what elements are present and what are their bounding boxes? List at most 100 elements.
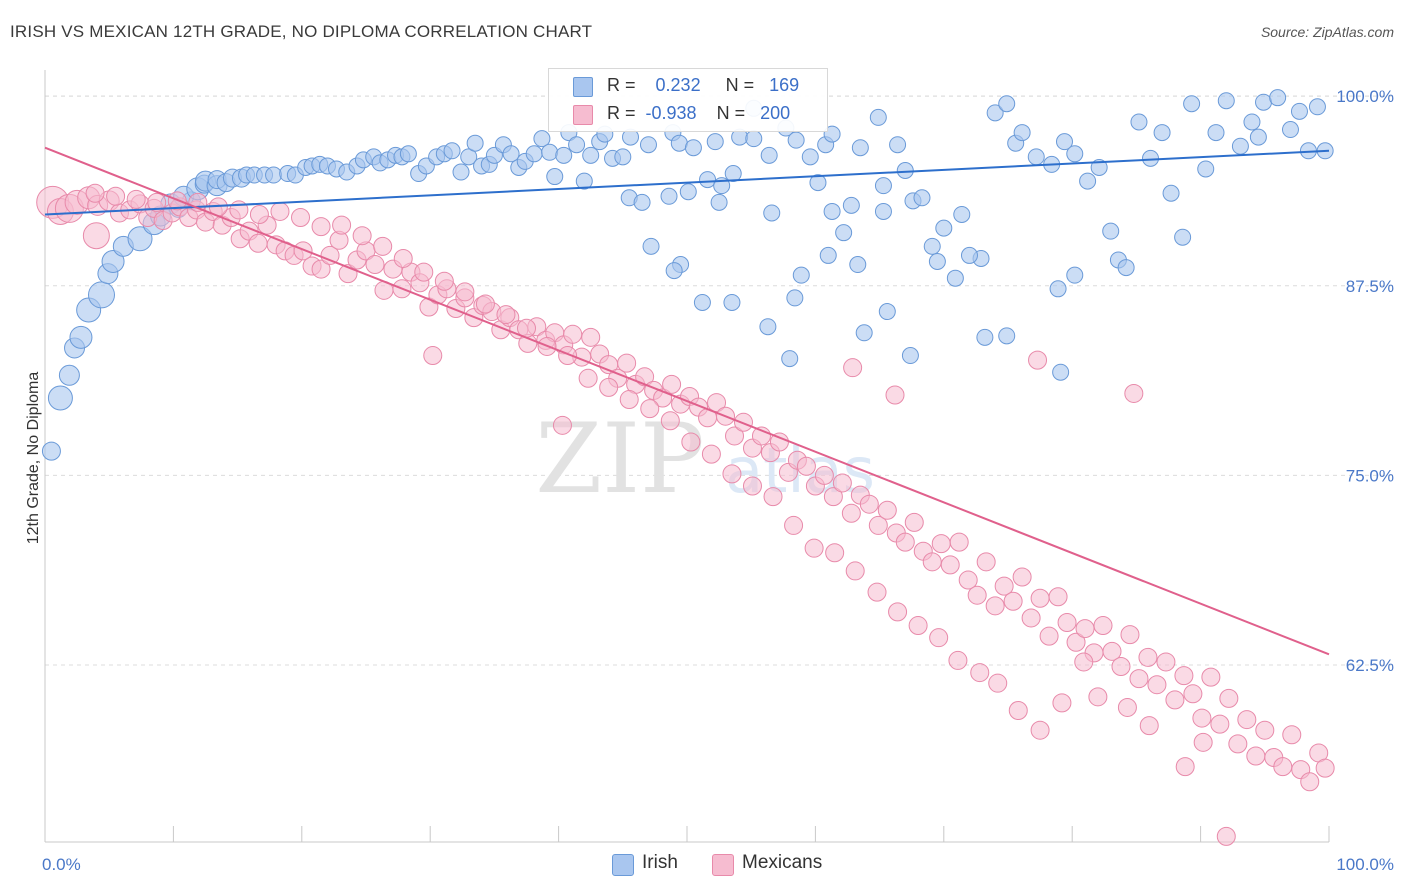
mexicans-point: [868, 515, 888, 535]
mexicans-point: [877, 500, 897, 520]
irish-point: [58, 364, 80, 386]
y-tick-label: 87.5%: [1346, 277, 1394, 296]
irish-point: [575, 172, 593, 190]
irish-point: [1049, 280, 1067, 298]
mexicans-point: [1228, 734, 1248, 754]
legend-n-value-irish: 169: [769, 75, 800, 95]
irish-point: [443, 142, 461, 160]
irish-point: [1055, 133, 1073, 151]
irish-point: [679, 183, 697, 201]
y-tick-label: 62.5%: [1346, 656, 1394, 675]
irish-point: [642, 237, 660, 255]
irish-point: [1183, 95, 1201, 113]
mexicans-point: [1174, 666, 1194, 686]
irish-point: [533, 130, 551, 148]
irish-point: [874, 177, 892, 195]
mexicans-point: [332, 215, 352, 235]
mexicans-point: [1057, 613, 1077, 633]
irish-point: [1153, 124, 1171, 142]
mexicans-point: [970, 663, 990, 683]
mexicans-point: [1273, 757, 1293, 777]
mexicans-point: [293, 241, 313, 261]
irish-point: [1027, 148, 1045, 166]
mexicans-point: [908, 616, 928, 636]
mexicans-point: [1030, 588, 1050, 608]
mexicans-point: [1147, 675, 1167, 695]
irish-point: [665, 262, 683, 280]
mexicans-point: [455, 282, 475, 302]
irish-point: [706, 133, 724, 151]
irish-point: [1243, 113, 1261, 131]
irish-point: [460, 148, 478, 166]
mexicans-point: [985, 596, 1005, 616]
mexicans-point: [1028, 350, 1048, 370]
mexicans-point: [1165, 690, 1185, 710]
mexicans-point: [1139, 716, 1159, 736]
mexicans-point: [994, 576, 1014, 596]
mexicans-point: [1175, 757, 1195, 777]
irish-point: [1197, 160, 1215, 178]
mexicans-point: [722, 464, 742, 484]
mexicans-point: [1216, 826, 1236, 846]
irish-point: [819, 246, 837, 264]
irish-point: [835, 224, 853, 242]
irish-point: [889, 136, 907, 154]
mexicans-point: [414, 262, 434, 282]
irish-point: [935, 219, 953, 237]
irish-point: [1052, 363, 1070, 381]
x-tick-label: 100.0%: [1336, 855, 1394, 874]
irish-swatch: [612, 854, 634, 876]
mexicans-point: [1039, 626, 1059, 646]
mexicans-point: [126, 189, 146, 209]
irish-point: [723, 293, 741, 311]
mexicans-point: [825, 543, 845, 563]
mexicans-point: [563, 324, 583, 344]
irish-point: [614, 148, 632, 166]
irish-point: [633, 193, 651, 211]
mexicans-point: [845, 561, 865, 581]
legend-r-value-mexicans: -0.938: [645, 103, 697, 123]
irish-point: [399, 145, 417, 163]
irish-point: [541, 143, 559, 161]
irish-point: [502, 145, 520, 163]
mexicans-point: [1052, 693, 1072, 713]
irish-point: [699, 171, 717, 189]
legend-r-label: R =: [607, 103, 636, 123]
mexicans-point: [681, 432, 701, 452]
mexicans-point: [1246, 746, 1266, 766]
irish-point: [998, 327, 1016, 345]
mexicans-point: [707, 393, 727, 413]
irish-point: [1207, 124, 1225, 142]
irish-point: [781, 350, 799, 368]
irish-point: [568, 136, 586, 154]
mexicans-point: [823, 487, 843, 507]
mexicans-point: [796, 456, 816, 476]
mexicans-point: [662, 374, 682, 394]
mexicans-point: [423, 346, 443, 366]
source-label[interactable]: Source: ZipAtlas.com: [1260, 24, 1394, 40]
mexicans-point: [701, 444, 721, 464]
irish-point: [849, 256, 867, 274]
mexicans-point: [988, 673, 1008, 693]
mexicans-point: [82, 222, 110, 250]
irish-point: [41, 441, 61, 461]
irish-point: [69, 325, 93, 349]
x-tick-label: 0.0%: [42, 855, 81, 874]
mexicans-point: [725, 426, 745, 446]
legend-r-value-irish: 0.232: [655, 75, 701, 95]
mexicans-point: [434, 271, 454, 291]
mexicans-point: [1012, 567, 1032, 587]
mexicans-point: [581, 327, 601, 347]
mexicans-point: [1111, 656, 1131, 676]
irish-point: [878, 303, 896, 321]
mexicans-point: [365, 255, 385, 275]
mexicans-point: [1074, 652, 1094, 672]
irish-point: [1102, 222, 1120, 240]
mexicans-point: [1156, 652, 1176, 672]
chart-title: IRISH VS MEXICAN 12TH GRADE, NO DIPLOMA …: [10, 22, 593, 41]
irish-point: [869, 108, 887, 126]
irish-point: [851, 139, 869, 157]
irish-point: [792, 266, 810, 284]
mexicans-point: [1138, 647, 1158, 667]
